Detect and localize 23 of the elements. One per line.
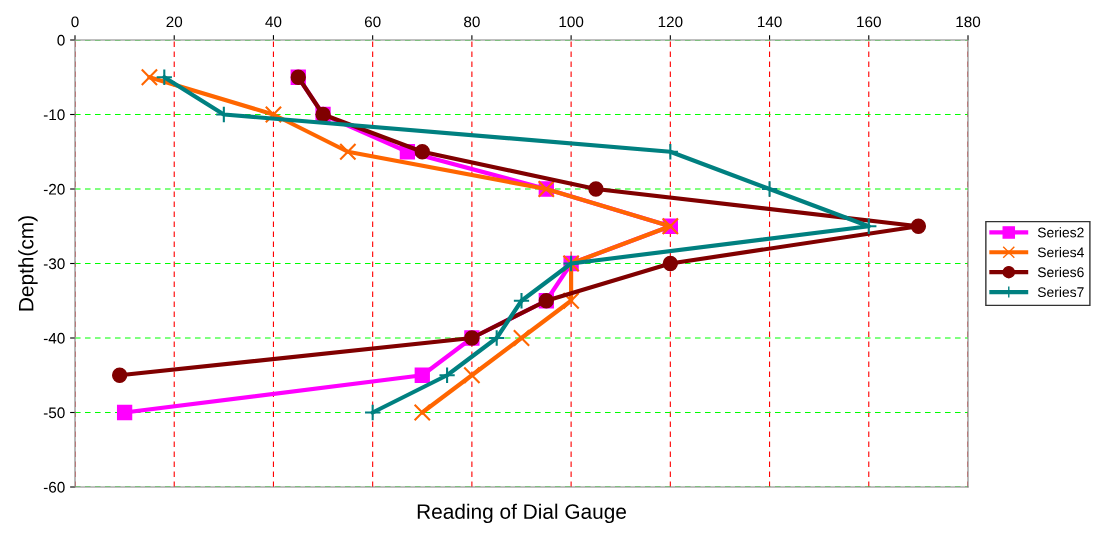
y-axis-title: Depth(cm) xyxy=(18,216,38,311)
legend-label: Series7 xyxy=(1037,286,1084,298)
x-tick-label: 40 xyxy=(265,16,282,28)
x-tick-label: 0 xyxy=(71,16,79,28)
x-tick-label: 20 xyxy=(166,16,183,28)
y-tick-label: -30 xyxy=(43,258,65,270)
x-tick-label: 80 xyxy=(464,16,480,28)
legend-label: Series2 xyxy=(1037,227,1084,238)
x-tick-label: 120 xyxy=(658,16,683,28)
y-tick-label: 0 xyxy=(57,34,65,46)
y-tick-label: -40 xyxy=(43,332,65,344)
x-tick-label: 140 xyxy=(757,16,782,28)
legend-label: Series4 xyxy=(1037,247,1084,258)
x-axis-title: Reading of Dial Gauge xyxy=(417,503,626,524)
y-tick-label: -50 xyxy=(43,407,65,419)
y-tick-label: -10 xyxy=(43,109,65,121)
x-tick-label: 60 xyxy=(364,16,381,28)
x-tick-label: 100 xyxy=(559,16,584,28)
legend-label: Series6 xyxy=(1037,266,1084,278)
x-tick-label: 180 xyxy=(956,16,981,28)
y-tick-label: -20 xyxy=(43,183,65,195)
y-tick-label: -60 xyxy=(43,481,65,493)
x-tick-label: 160 xyxy=(857,16,881,28)
